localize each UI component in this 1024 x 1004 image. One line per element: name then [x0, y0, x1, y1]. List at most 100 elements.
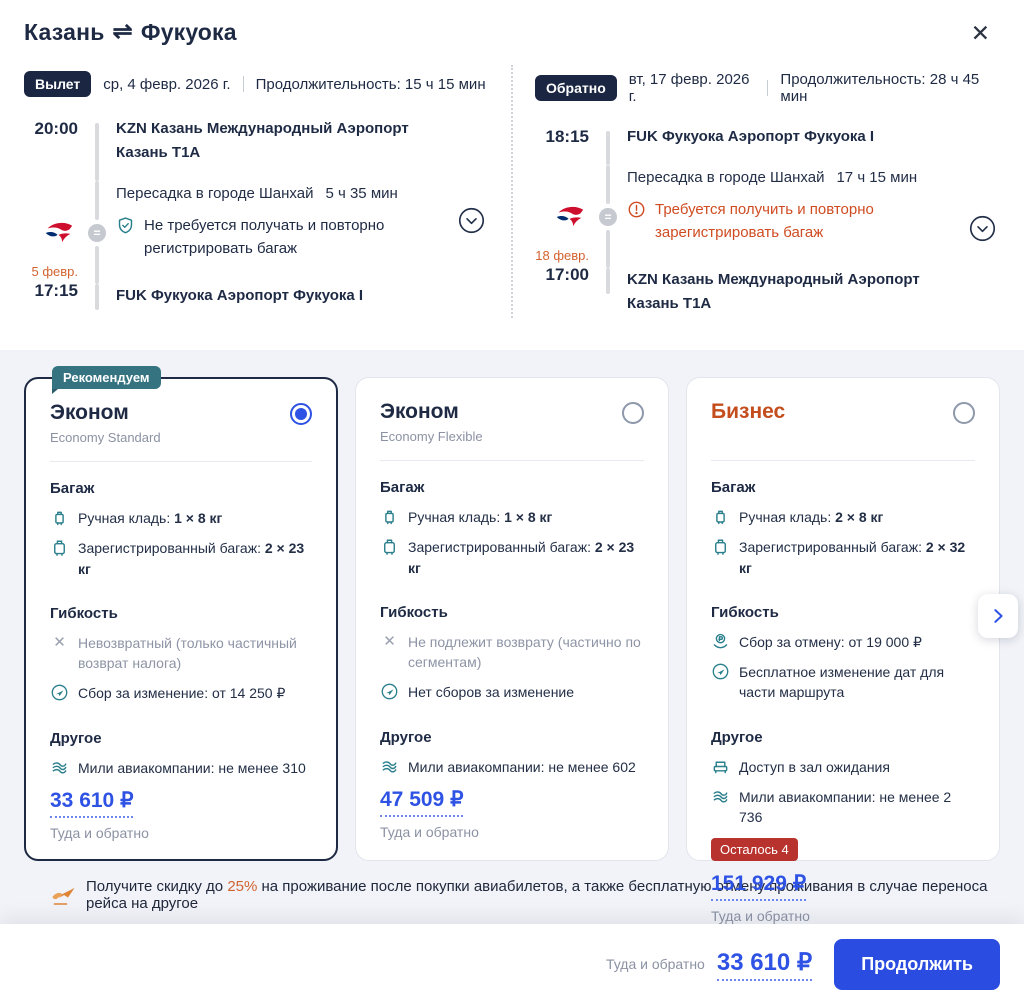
- baggage-heading: Багаж: [50, 480, 95, 497]
- checkout-bar: Туда и обратно 33 610 ₽ Продолжить: [0, 924, 1024, 1004]
- fare-price-link[interactable]: 151 929 ₽: [711, 871, 807, 901]
- fare-subtitle: [711, 429, 975, 445]
- depart-time: 18:15: [545, 127, 589, 146]
- fare-name: Эконом: [380, 400, 459, 423]
- fare-selection-section: Рекомендуем Эконом Economy Standard Бага…: [0, 350, 1024, 924]
- leg-duration: Продолжительность: 28 ч 45 мин: [780, 71, 980, 105]
- fare-price-link[interactable]: 47 509 ₽: [380, 787, 464, 818]
- page-title: Казань ⇌ Фукуока: [24, 18, 237, 47]
- leg-duration: Продолжительность: 15 ч 15 мин: [255, 75, 486, 93]
- close-icon[interactable]: ✕: [967, 18, 994, 49]
- arrive-time: 17:15: [34, 281, 78, 300]
- fare-card-economy-standard[interactable]: Рекомендуем Эконом Economy Standard Бага…: [24, 366, 338, 861]
- arrive-date: 5 февр.: [31, 264, 78, 279]
- continue-button[interactable]: Продолжить: [834, 938, 1000, 990]
- fare-radio-selected[interactable]: [290, 403, 312, 425]
- separator: [242, 76, 244, 92]
- fare-feature: Сбор за отмену: от 19 000 ₽: [711, 632, 975, 652]
- fare-card-business[interactable]: Бизнес Багаж Ручная кладь: 2 × 8 кг: [686, 377, 1000, 924]
- transfer-info: Пересадка в городе Шанхай 5 ч 35 мин Не т…: [116, 181, 447, 284]
- fare-price-block: Осталось 4 151 929 ₽ Туда и обратно: [711, 837, 975, 924]
- arrive-airport: KZN Казань Международный Аэропорт Казань…: [627, 271, 920, 312]
- other-heading: Другое: [380, 728, 432, 746]
- arrive-airport: FUK Фукуока Аэропорт Фукуока I: [116, 287, 364, 304]
- fare-feature-text: Невозвратный (только частичный возврат н…: [78, 634, 297, 672]
- hand-luggage-icon: [380, 507, 399, 526]
- fare-name: Бизнес: [711, 400, 786, 423]
- leg-direction-badge: Обратно: [535, 75, 617, 101]
- baggage-heading: Багаж: [711, 479, 756, 496]
- transfer-duration: 17 ч 15 мин: [836, 169, 918, 186]
- fare-feature-text: Ручная кладь: 1 × 8 кг: [408, 509, 553, 525]
- leg-date: ср, 4 февр. 2026 г.: [103, 75, 231, 93]
- leg-direction-badge: Вылет: [24, 71, 92, 97]
- fare-feature: ✕ Не подлежит возврату (частично по сегм…: [380, 632, 644, 673]
- fare-price-link[interactable]: 33 610 ₽: [50, 788, 134, 819]
- fare-feature-text: Сбор за изменение: от 14 250 ₽: [78, 685, 286, 702]
- depart-airport: FUK Фукуока Аэропорт Фукуока I: [627, 128, 875, 145]
- checked-baggage-icon: [50, 538, 69, 557]
- fare-feature-text: Ручная кладь: 2 × 8 кг: [739, 509, 884, 525]
- transfer-label: Пересадка в городе Шанхай 5 ч 35 мин: [116, 185, 398, 202]
- baggage-note-text: Требуется получить и повторно зарегистри…: [655, 201, 874, 241]
- other-heading: Другое: [711, 728, 763, 746]
- cross-icon: ✕: [383, 632, 396, 650]
- total-price-link[interactable]: 33 610 ₽: [716, 948, 813, 981]
- fare-price-note: Туда и обратно: [380, 824, 479, 841]
- miles-icon: [711, 787, 730, 806]
- fare-feature: Сбор за изменение: от 14 250 ₽: [50, 683, 312, 703]
- fare-feature-text: Мили авиакомпании: не менее 310: [78, 759, 306, 776]
- fare-feature: Зарегистрированный багаж: 2 × 23 кг: [380, 537, 644, 578]
- arrive-time: 17:00: [545, 265, 589, 284]
- shield-check-icon: [116, 216, 135, 243]
- transfer-info: Пересадка в городе Шанхай 17 ч 15 мин Тре…: [627, 165, 958, 268]
- fare-subtitle: Economy Flexible: [380, 429, 483, 444]
- fare-price-note: Туда и обратно: [50, 825, 149, 842]
- fare-feature-text: Зарегистрированный багаж: 2 × 32 кг: [739, 539, 966, 576]
- baggage-note: Не требуется получать и повторно регистр…: [116, 215, 446, 260]
- fare-subtitle: Economy Standard: [50, 430, 161, 445]
- expand-leg-chevron-down-icon[interactable]: [458, 207, 485, 234]
- fare-radio[interactable]: [953, 402, 975, 424]
- route-from: Казань: [24, 19, 105, 45]
- expand-leg-chevron-down-icon[interactable]: [969, 215, 996, 242]
- dialog-header: Казань ⇌ Фукуока ✕: [0, 0, 1024, 55]
- checked-baggage-icon: [380, 537, 399, 556]
- depart-time: 20:00: [34, 119, 78, 138]
- fare-radio[interactable]: [622, 402, 644, 424]
- fare-feature-text: Мили авиакомпании: не менее 602: [408, 758, 636, 775]
- fare-feature-text: Сбор за отмену: от 19 000 ₽: [739, 633, 922, 650]
- fare-feature: Доступ в зал ожидания: [711, 757, 975, 777]
- travel-discount-icon: [50, 883, 77, 907]
- leg-header: Обратно вт, 17 февр. 2026 г. Продолжител…: [535, 71, 1000, 105]
- flexibility-heading: Гибкость: [50, 604, 118, 622]
- seats-left-badge: Осталось 4: [711, 837, 798, 861]
- hotel-discount-promo: Получите скидку до 25% на проживание пос…: [24, 861, 1000, 924]
- fare-price-block: 47 509 ₽ Туда и обратно: [380, 787, 644, 840]
- fare-feature: Ручная кладь: 2 × 8 кг: [711, 507, 975, 527]
- leg-timeline: 18:15 FUK Фукуока Аэропорт Фукуока I =: [535, 125, 1000, 332]
- divider: [50, 461, 312, 462]
- other-heading: Другое: [50, 729, 102, 747]
- miles-icon: [380, 757, 399, 776]
- flight-legs: Вылет ср, 4 февр. 2026 г. Продолжительно…: [0, 55, 1024, 350]
- leg-timeline: 20:00 KZN Казань Международный Аэропорт …: [24, 117, 489, 324]
- fare-card-economy-flexible[interactable]: Эконом Economy Flexible Багаж Ручная кла…: [355, 377, 669, 861]
- next-fares-button[interactable]: [978, 594, 1018, 638]
- fare-feature-text: Мили авиакомпании: не менее 2 736: [739, 789, 952, 826]
- fare-feature-text: Не подлежит возврату (частично по сегмен…: [408, 633, 641, 671]
- transfer-label: Пересадка в городе Шанхай 17 ч 15 мин: [627, 169, 918, 186]
- checked-baggage-icon: [711, 537, 730, 556]
- plane-change-icon: [711, 662, 730, 681]
- fare-feature: Ручная кладь: 1 × 8 кг: [50, 508, 312, 528]
- fare-feature-text: Доступ в зал ожидания: [739, 758, 890, 775]
- timeline-bar: [84, 284, 110, 324]
- baggage-heading: Багаж: [380, 479, 425, 496]
- separator: [767, 80, 769, 96]
- leg-return: Обратно вт, 17 февр. 2026 г. Продолжител…: [513, 65, 1000, 332]
- flexibility-heading: Гибкость: [380, 603, 448, 621]
- hand-luggage-icon: [711, 507, 730, 526]
- timeline-bar: [595, 268, 621, 332]
- miles-icon: [50, 758, 69, 777]
